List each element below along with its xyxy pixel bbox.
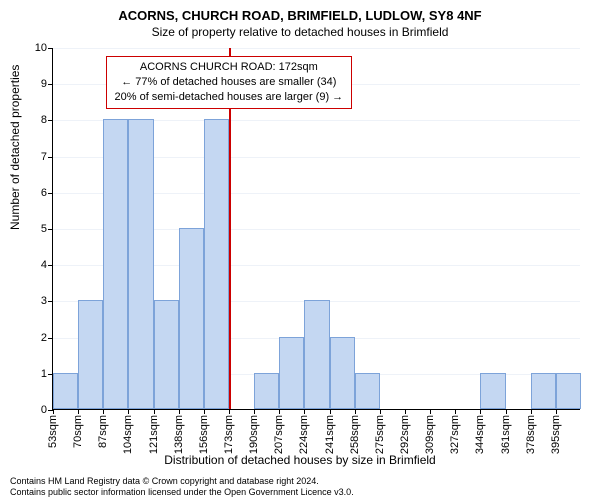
x-tick-label: 138sqm xyxy=(173,415,185,454)
gridline xyxy=(53,48,580,49)
footer-line: Contains public sector information licen… xyxy=(10,487,600,498)
x-tick xyxy=(430,409,431,414)
histogram-bar xyxy=(128,119,153,409)
x-tick-label: 70sqm xyxy=(72,415,84,448)
y-tick xyxy=(48,157,53,158)
annotation-line: ← 77% of detached houses are smaller (34… xyxy=(115,75,344,90)
y-tick xyxy=(48,84,53,85)
y-tick-label: 10 xyxy=(35,42,47,54)
histogram-bar xyxy=(355,373,380,409)
y-tick xyxy=(48,120,53,121)
x-axis-title: Distribution of detached houses by size … xyxy=(0,453,600,467)
histogram-bar xyxy=(204,119,229,409)
x-tick xyxy=(405,409,406,414)
histogram-bar xyxy=(254,373,279,409)
x-tick-label: 275sqm xyxy=(374,415,386,454)
x-tick xyxy=(380,409,381,414)
y-tick xyxy=(48,301,53,302)
x-tick xyxy=(204,409,205,414)
x-tick-label: 190sqm xyxy=(248,415,260,454)
chart-container: ACORNS, CHURCH ROAD, BRIMFIELD, LUDLOW, … xyxy=(0,0,600,500)
y-tick xyxy=(48,48,53,49)
y-tick xyxy=(48,265,53,266)
x-tick xyxy=(103,409,104,414)
x-tick xyxy=(78,409,79,414)
x-tick-label: 121sqm xyxy=(148,415,160,454)
x-tick-label: 241sqm xyxy=(324,415,336,454)
x-tick xyxy=(355,409,356,414)
histogram-bar xyxy=(304,300,329,409)
x-tick-label: 53sqm xyxy=(47,415,59,448)
histogram-bar xyxy=(53,373,78,409)
x-tick xyxy=(455,409,456,414)
x-tick-label: 87sqm xyxy=(97,415,109,448)
chart-subtitle: Size of property relative to detached ho… xyxy=(0,23,600,39)
y-tick xyxy=(48,229,53,230)
y-tick-label: 3 xyxy=(41,295,47,307)
x-tick xyxy=(254,409,255,414)
y-tick xyxy=(48,193,53,194)
x-tick-label: 309sqm xyxy=(424,415,436,454)
histogram-bar xyxy=(556,373,581,409)
histogram-bar xyxy=(154,300,179,409)
y-tick-label: 2 xyxy=(41,332,47,344)
annotation-line: 20% of semi-detached houses are larger (… xyxy=(115,90,344,105)
y-tick-label: 9 xyxy=(41,78,47,90)
x-tick xyxy=(154,409,155,414)
x-tick-label: 258sqm xyxy=(349,415,361,454)
histogram-bar xyxy=(103,119,128,409)
histogram-bar xyxy=(279,337,304,409)
x-tick-label: 361sqm xyxy=(500,415,512,454)
x-tick xyxy=(556,409,557,414)
x-tick xyxy=(506,409,507,414)
x-tick xyxy=(229,409,230,414)
x-tick-label: 104sqm xyxy=(122,415,134,454)
histogram-bar xyxy=(531,373,556,409)
y-tick-label: 8 xyxy=(41,114,47,126)
annotation-box: ACORNS CHURCH ROAD: 172sqm← 77% of detac… xyxy=(106,56,353,109)
annotation-line: ACORNS CHURCH ROAD: 172sqm xyxy=(115,60,344,75)
x-tick xyxy=(279,409,280,414)
x-tick xyxy=(531,409,532,414)
x-tick xyxy=(53,409,54,414)
plot-area: 01234567891053sqm70sqm87sqm104sqm121sqm1… xyxy=(52,48,580,410)
chart-title: ACORNS, CHURCH ROAD, BRIMFIELD, LUDLOW, … xyxy=(0,0,600,23)
footer-line: Contains HM Land Registry data © Crown c… xyxy=(10,476,600,487)
x-tick xyxy=(480,409,481,414)
histogram-bar xyxy=(179,228,204,409)
x-tick-label: 327sqm xyxy=(449,415,461,454)
x-tick xyxy=(304,409,305,414)
x-tick-label: 395sqm xyxy=(550,415,562,454)
x-tick xyxy=(330,409,331,414)
x-tick-label: 224sqm xyxy=(298,415,310,454)
footer-attribution: Contains HM Land Registry data © Crown c… xyxy=(0,476,600,498)
x-tick xyxy=(128,409,129,414)
y-tick-label: 6 xyxy=(41,187,47,199)
x-tick-label: 344sqm xyxy=(474,415,486,454)
y-tick-label: 1 xyxy=(41,368,47,380)
y-axis-title: Number of detached properties xyxy=(8,65,22,230)
y-tick-label: 4 xyxy=(41,259,47,271)
x-tick-label: 207sqm xyxy=(273,415,285,454)
histogram-bar xyxy=(330,337,355,409)
x-tick-label: 156sqm xyxy=(198,415,210,454)
x-tick-label: 173sqm xyxy=(223,415,235,454)
x-tick-label: 292sqm xyxy=(399,415,411,454)
y-tick-label: 5 xyxy=(41,223,47,235)
histogram-bar xyxy=(480,373,505,409)
x-tick-label: 378sqm xyxy=(525,415,537,454)
y-tick-label: 7 xyxy=(41,151,47,163)
x-tick xyxy=(179,409,180,414)
histogram-bar xyxy=(78,300,103,409)
y-tick xyxy=(48,338,53,339)
